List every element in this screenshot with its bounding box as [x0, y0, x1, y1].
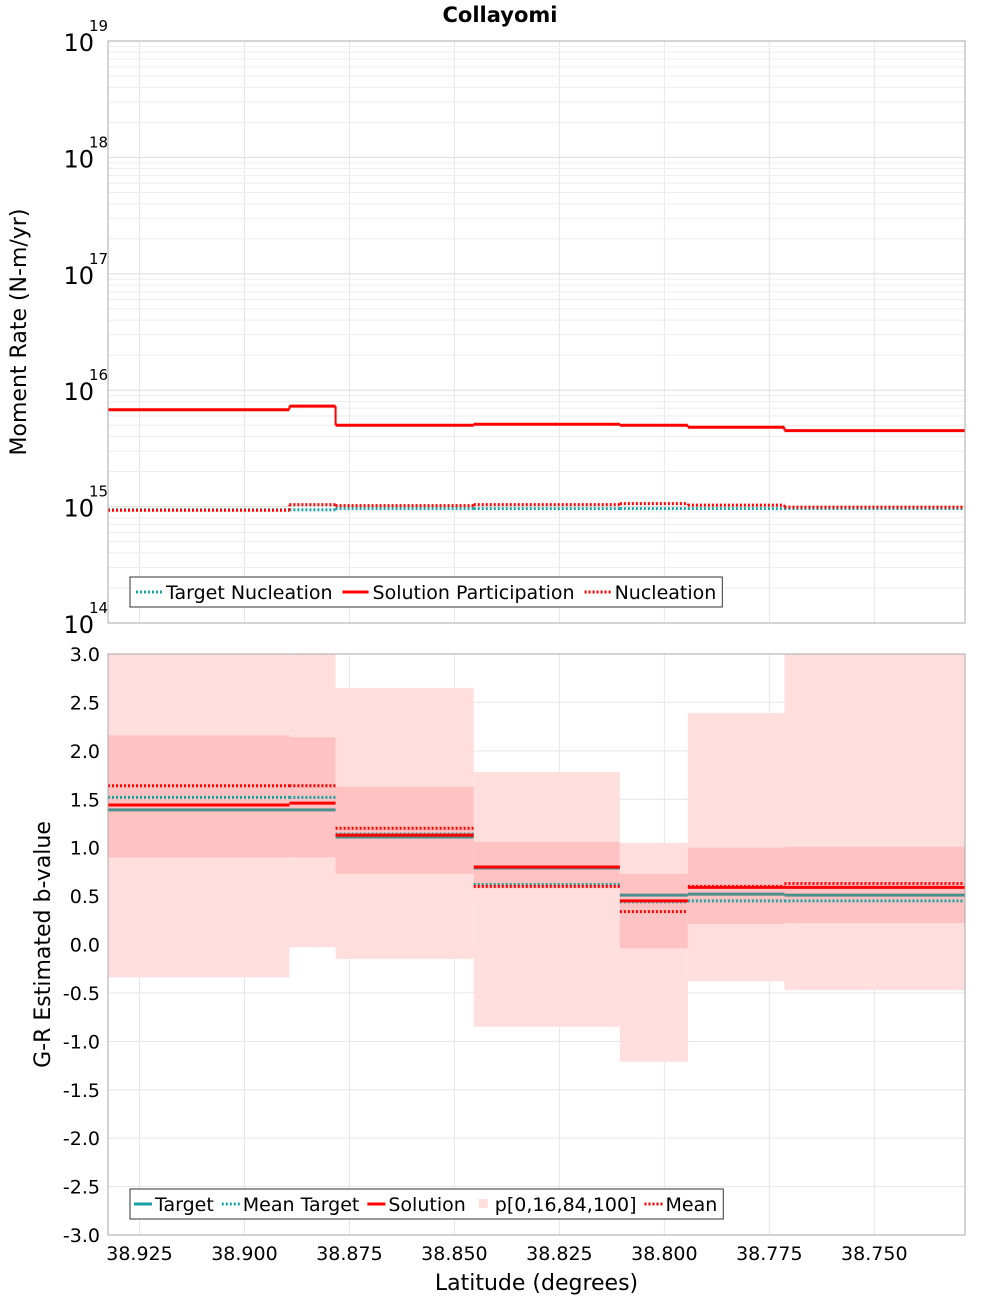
target-legend-label: Target [154, 1194, 214, 1216]
percentile-band-outer [784, 654, 965, 991]
legend-box [129, 576, 723, 608]
y-tick-label: 1.0 [70, 838, 100, 860]
x-tick-label: 38.850 [421, 1243, 487, 1265]
percentile-band-inner [108, 735, 290, 858]
y-tick-label: 0.0 [70, 935, 100, 957]
y-tick-exponent: 16 [89, 366, 108, 384]
y-tick-label: -2.5 [63, 1177, 100, 1199]
x-tick-label: 38.775 [736, 1243, 802, 1265]
moment-rate-plot-area [108, 41, 965, 623]
y-tick-label: 2.5 [70, 692, 100, 714]
y-tick-label: 10 [63, 29, 94, 57]
solution-legend-label: Solution [388, 1194, 465, 1216]
mean-legend-label: Mean [666, 1194, 718, 1216]
y-tick-label: 0.5 [70, 886, 100, 908]
solution-participation-legend-label: Solution Participation [373, 582, 575, 604]
y-tick-exponent: 14 [89, 599, 108, 617]
x-tick-label: 38.875 [316, 1243, 382, 1265]
x-tick-label: 38.925 [106, 1243, 172, 1265]
y-tick-label: 2.0 [70, 741, 100, 763]
x-tick-label: 38.825 [526, 1243, 592, 1265]
moment-rate-y-axis-label: Moment Rate (N-m/yr) [7, 209, 32, 456]
y-tick-label: 1.5 [70, 789, 100, 811]
latitude-x-ticks: 38.925 38.900 38.875 38.850 38.825 38.800 38.7… [106, 1243, 907, 1265]
b-value-panel: 3.0 2.5 2.0 1.5 1.0 0.5 0.0 -0.5 -1.0 -1.5 -2.0 -2.… [31, 644, 966, 1296]
percentile-band-inner [473, 841, 620, 889]
x-tick-label: 38.800 [631, 1243, 697, 1265]
percentile-band-inner [784, 846, 965, 924]
y-tick-exponent: 18 [89, 133, 108, 151]
y-tick-label: 10 [63, 495, 94, 523]
y-tick-exponent: 19 [89, 17, 108, 35]
moment-rate-frame [107, 40, 966, 624]
y-tick-label: -2.0 [63, 1128, 100, 1150]
y-tick-label: 10 [63, 145, 94, 173]
x-tick-label: 38.750 [841, 1243, 907, 1265]
b-value-y-axis-label: G-R Estimated b-value [31, 821, 56, 1068]
moment-rate-legend: Target Nucleation Solution Participation N… [129, 576, 723, 608]
y-tick-label: -3.0 [63, 1225, 100, 1247]
p-0-16-84-100-legend-label: p[0,16,84,100] [495, 1194, 637, 1216]
b-value-frame [107, 653, 966, 1236]
y-tick-label: 3.0 [70, 644, 100, 666]
y-tick-label: -0.5 [63, 983, 100, 1005]
target-nucleation-legend-label: Target Nucleation [165, 582, 333, 604]
y-tick-exponent: 17 [89, 250, 108, 268]
percentile-band-inner [335, 786, 474, 874]
b-value-percentile-bands [108, 654, 965, 1062]
legend-box [129, 1188, 724, 1220]
x-tick-label: 38.900 [211, 1243, 277, 1265]
mean-target-legend-label: Mean Target [243, 1194, 360, 1216]
percentile-band-outer [473, 772, 620, 1027]
b-value-y-ticks: 3.0 2.5 2.0 1.5 1.0 0.5 0.0 -0.5 -1.0 -1.5 -2.0 -2.… [63, 644, 100, 1247]
chart-title: Collayomi [443, 3, 558, 27]
percentile-band-inner [289, 737, 336, 858]
y-tick-label: 10 [63, 262, 94, 290]
y-tick-exponent: 15 [89, 483, 108, 501]
y-tick-label: 10 [63, 611, 94, 639]
percentile-legend-swatch [478, 1199, 488, 1208]
nucleation-legend-label: Nucleation [615, 582, 717, 604]
y-tick-label: -1.5 [63, 1080, 100, 1102]
y-tick-label: 10 [63, 378, 94, 406]
y-tick-label: -1.0 [63, 1031, 100, 1053]
percentile-band-outer [687, 713, 785, 982]
latitude-x-axis-label: Latitude (degrees) [435, 1271, 638, 1296]
moment-rate-grid [108, 41, 965, 624]
moment-rate-series [108, 404, 965, 512]
b-value-legend: Target Mean Target Solution p[0,16,84,100] M… [129, 1188, 724, 1220]
b-value-series [108, 784, 965, 914]
